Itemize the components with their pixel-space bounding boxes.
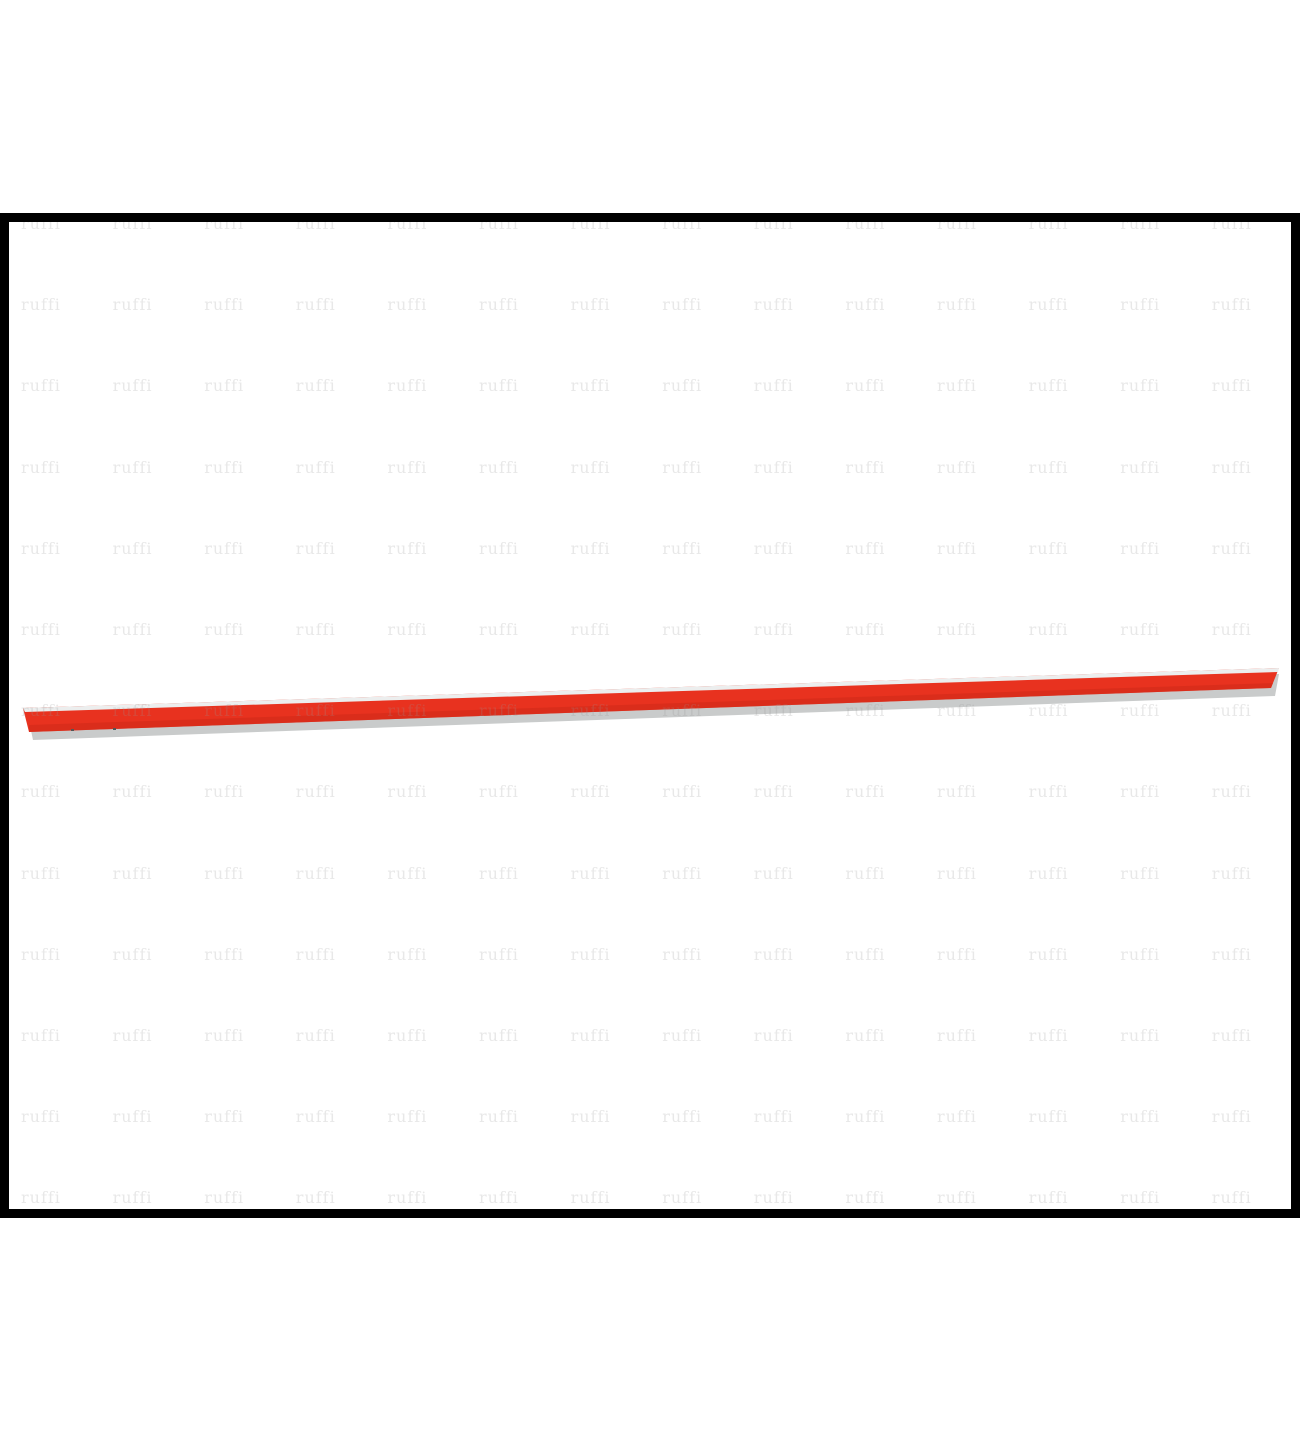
- trim-strip-mark: [71, 729, 74, 731]
- image-frame: ruffi ruffi ruffi ruffi ruffi ruffi ruffi ruffi…: [0, 213, 1300, 1218]
- trim-strip-top-highlight: [23, 668, 1279, 712]
- trim-strip-graphic: [23, 668, 1279, 740]
- trim-strip-shading: [29, 683, 1273, 732]
- trim-strip-mark: [113, 728, 116, 730]
- product-photo: ruffi ruffi ruffi ruffi ruffi ruffi ruffi ruffi…: [9, 222, 1291, 1209]
